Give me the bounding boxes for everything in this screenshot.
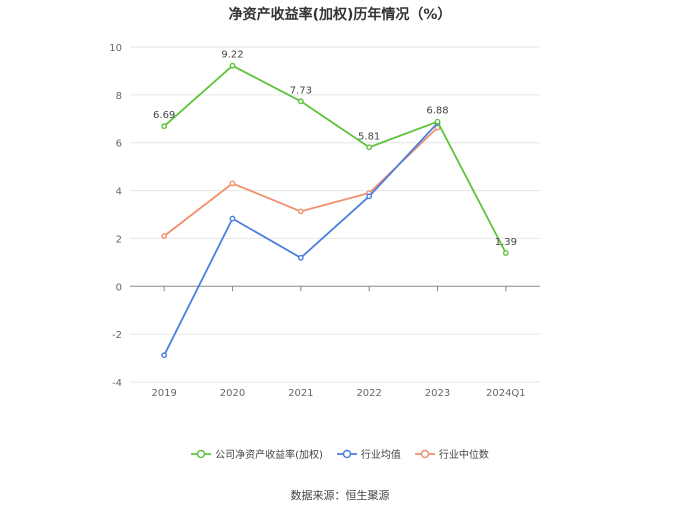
legend-label: 行业均值 xyxy=(360,450,401,461)
legend-marker-icon xyxy=(336,449,357,458)
legend-item[interactable]: 公司净资产收益率(加权) xyxy=(191,446,323,461)
series-line xyxy=(163,122,439,356)
source-note: 数据来源：恒生聚源 xyxy=(290,489,390,502)
y-tick-label: 0 xyxy=(116,282,122,293)
data-label: 1.39 xyxy=(495,237,517,248)
y-tick-label: 6 xyxy=(116,139,122,150)
legend-label: 行业中位数 xyxy=(438,450,489,461)
legend-item[interactable]: 行业均值 xyxy=(336,446,401,461)
y-tick-label: 8 xyxy=(116,91,122,102)
x-tick-label: 2019 xyxy=(151,388,176,399)
data-point xyxy=(297,254,304,261)
data-point xyxy=(161,233,168,239)
x-tick-label: 2022 xyxy=(356,388,381,399)
data-point xyxy=(502,250,509,256)
data-point xyxy=(229,62,236,69)
series-line xyxy=(163,126,439,237)
y-tick-label: 2 xyxy=(116,234,122,245)
data-point xyxy=(434,118,441,125)
data-point xyxy=(366,144,373,151)
y-tick-label: 10 xyxy=(109,43,122,54)
grid-lines xyxy=(130,46,540,383)
x-tick-label: 2024Q1 xyxy=(486,388,526,399)
data-point xyxy=(229,215,236,222)
x-tick-label: 2023 xyxy=(425,388,450,399)
data-label: 6.88 xyxy=(426,106,448,117)
legend-marker-icon xyxy=(414,449,435,458)
data-label: 5.81 xyxy=(358,131,380,142)
x-tick-label: 2021 xyxy=(288,388,313,399)
data-point xyxy=(297,98,304,105)
y-tick-label: 4 xyxy=(116,187,122,198)
series-lines xyxy=(161,62,509,359)
legend-marker-icon xyxy=(191,449,212,458)
y-tick-label: -2 xyxy=(112,330,122,341)
data-point xyxy=(161,123,168,130)
data-labels: 6.69 9.22 7.73 5.81 6.88 1.39 xyxy=(153,50,517,248)
chart-title: 净资产收益率(加权)历年情况（%） xyxy=(228,7,452,23)
y-tick-label: -4 xyxy=(112,378,122,389)
x-tick-label: 2020 xyxy=(220,388,245,399)
data-point xyxy=(229,180,236,187)
data-label: 9.22 xyxy=(221,50,243,61)
legend-item[interactable]: 行业中位数 xyxy=(414,446,489,461)
axes: -4 -2 0 2 4 6 8 10 2019 2020 2021 2022 2023 2024Q1 xyxy=(109,43,540,399)
data-label: 6.69 xyxy=(153,110,175,121)
data-point xyxy=(297,208,304,215)
legend-label: 公司净资产收益率(加权) xyxy=(215,450,323,461)
data-point xyxy=(366,193,373,200)
data-point xyxy=(161,352,168,359)
series-line xyxy=(163,64,507,254)
legend: 公司净资产收益率(加权) 行业均值 行业中位数 xyxy=(0,446,680,461)
data-label: 7.73 xyxy=(290,85,312,96)
